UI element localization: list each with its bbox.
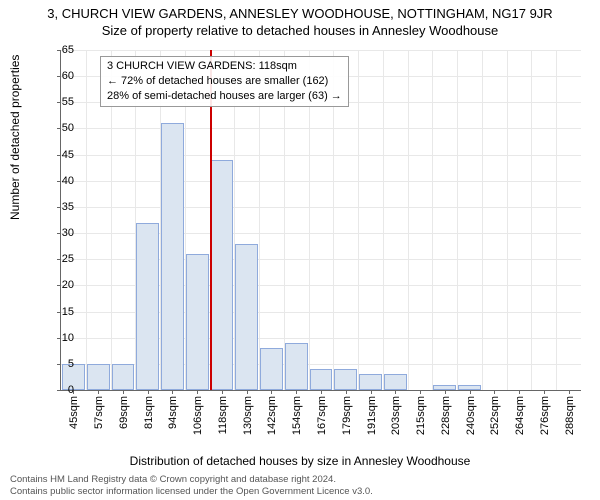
- xtick-label: 240sqm: [465, 396, 477, 435]
- chart-container: 3, CHURCH VIEW GARDENS, ANNESLEY WOODHOU…: [0, 0, 600, 500]
- ytick-label: 50: [44, 122, 74, 134]
- x-axis-label: Distribution of detached houses by size …: [0, 454, 600, 468]
- histogram-bar: [136, 223, 159, 390]
- xtick-mark: [247, 390, 248, 394]
- ytick-label: 65: [44, 44, 74, 56]
- gridline-v: [482, 50, 483, 390]
- xtick-mark: [445, 390, 446, 394]
- footer-line-1: Contains HM Land Registry data © Crown c…: [10, 474, 373, 486]
- xtick-mark: [544, 390, 545, 394]
- xtick-label: 142sqm: [266, 396, 278, 435]
- gridline-v: [531, 50, 532, 390]
- xtick-mark: [494, 390, 495, 394]
- chart-plot-area: 3 CHURCH VIEW GARDENS: 118sqm ← 72% of d…: [60, 50, 580, 410]
- annotation-line-2: ← 72% of detached houses are smaller (16…: [107, 74, 342, 89]
- xtick-mark: [197, 390, 198, 394]
- xtick-mark: [148, 390, 149, 394]
- gridline-v: [432, 50, 433, 390]
- xtick-label: 94sqm: [167, 396, 179, 429]
- y-axis-label: Number of detached properties: [8, 55, 22, 220]
- xtick-label: 118sqm: [217, 396, 229, 434]
- xtick-mark: [569, 390, 570, 394]
- ytick-label: 15: [44, 306, 74, 318]
- histogram-bar: [87, 364, 110, 390]
- histogram-bar: [112, 364, 135, 390]
- xtick-label: 179sqm: [341, 396, 353, 435]
- ytick-label: 45: [44, 149, 74, 161]
- xtick-mark: [296, 390, 297, 394]
- ytick-label: 5: [44, 358, 74, 370]
- histogram-bar: [186, 254, 209, 390]
- xtick-mark: [321, 390, 322, 394]
- histogram-bar: [260, 348, 283, 390]
- gridline-h: [61, 50, 581, 51]
- ytick-label: 20: [44, 279, 74, 291]
- xtick-label: 57sqm: [93, 396, 105, 429]
- xtick-label: 45sqm: [68, 396, 80, 429]
- xtick-mark: [420, 390, 421, 394]
- histogram-bar: [211, 160, 234, 390]
- xtick-mark: [98, 390, 99, 394]
- xtick-label: 276sqm: [539, 396, 551, 435]
- xtick-label: 215sqm: [415, 396, 427, 435]
- gridline-v: [86, 50, 87, 390]
- gridline-v: [507, 50, 508, 390]
- gridline-h: [61, 128, 581, 129]
- ytick-label: 55: [44, 96, 74, 108]
- histogram-bar: [310, 369, 333, 390]
- annotation-box: 3 CHURCH VIEW GARDENS: 118sqm ← 72% of d…: [100, 56, 349, 107]
- gridline-h: [61, 207, 581, 208]
- xtick-label: 252sqm: [489, 396, 501, 435]
- xtick-mark: [519, 390, 520, 394]
- xtick-mark: [123, 390, 124, 394]
- histogram-bar: [161, 123, 184, 390]
- ytick-label: 0: [44, 384, 74, 396]
- histogram-bar: [285, 343, 308, 390]
- ytick-label: 30: [44, 227, 74, 239]
- xtick-mark: [470, 390, 471, 394]
- ytick-label: 40: [44, 175, 74, 187]
- gridline-v: [457, 50, 458, 390]
- histogram-bar: [235, 244, 258, 390]
- footer-line-2: Contains public sector information licen…: [10, 486, 373, 498]
- chart-subtitle: Size of property relative to detached ho…: [0, 21, 600, 38]
- xtick-label: 69sqm: [118, 396, 130, 429]
- gridline-v: [556, 50, 557, 390]
- gridline-h: [61, 155, 581, 156]
- xtick-label: 167sqm: [316, 396, 328, 435]
- xtick-label: 228sqm: [440, 396, 452, 435]
- xtick-label: 203sqm: [390, 396, 402, 435]
- xtick-mark: [172, 390, 173, 394]
- xtick-label: 130sqm: [242, 396, 254, 435]
- ytick-label: 25: [44, 253, 74, 265]
- xtick-mark: [371, 390, 372, 394]
- annotation-line-1: 3 CHURCH VIEW GARDENS: 118sqm: [107, 59, 342, 74]
- annotation-line-3: 28% of semi-detached houses are larger (…: [107, 89, 342, 104]
- xtick-mark: [271, 390, 272, 394]
- chart-title: 3, CHURCH VIEW GARDENS, ANNESLEY WOODHOU…: [0, 0, 600, 21]
- ytick-label: 60: [44, 70, 74, 82]
- xtick-label: 264sqm: [514, 396, 526, 435]
- xtick-label: 191sqm: [366, 396, 378, 435]
- xtick-mark: [222, 390, 223, 394]
- ytick-label: 35: [44, 201, 74, 213]
- footer-attribution: Contains HM Land Registry data © Crown c…: [10, 474, 373, 498]
- ytick-label: 10: [44, 332, 74, 344]
- gridline-v: [408, 50, 409, 390]
- xtick-mark: [346, 390, 347, 394]
- gridline-h: [61, 181, 581, 182]
- xtick-mark: [395, 390, 396, 394]
- xtick-label: 81sqm: [143, 396, 155, 429]
- gridline-v: [383, 50, 384, 390]
- gridline-v: [358, 50, 359, 390]
- histogram-bar: [359, 374, 382, 390]
- histogram-bar: [334, 369, 357, 390]
- xtick-label: 106sqm: [192, 396, 204, 435]
- xtick-label: 288sqm: [564, 396, 576, 435]
- xtick-label: 154sqm: [291, 396, 303, 435]
- histogram-bar: [384, 374, 407, 390]
